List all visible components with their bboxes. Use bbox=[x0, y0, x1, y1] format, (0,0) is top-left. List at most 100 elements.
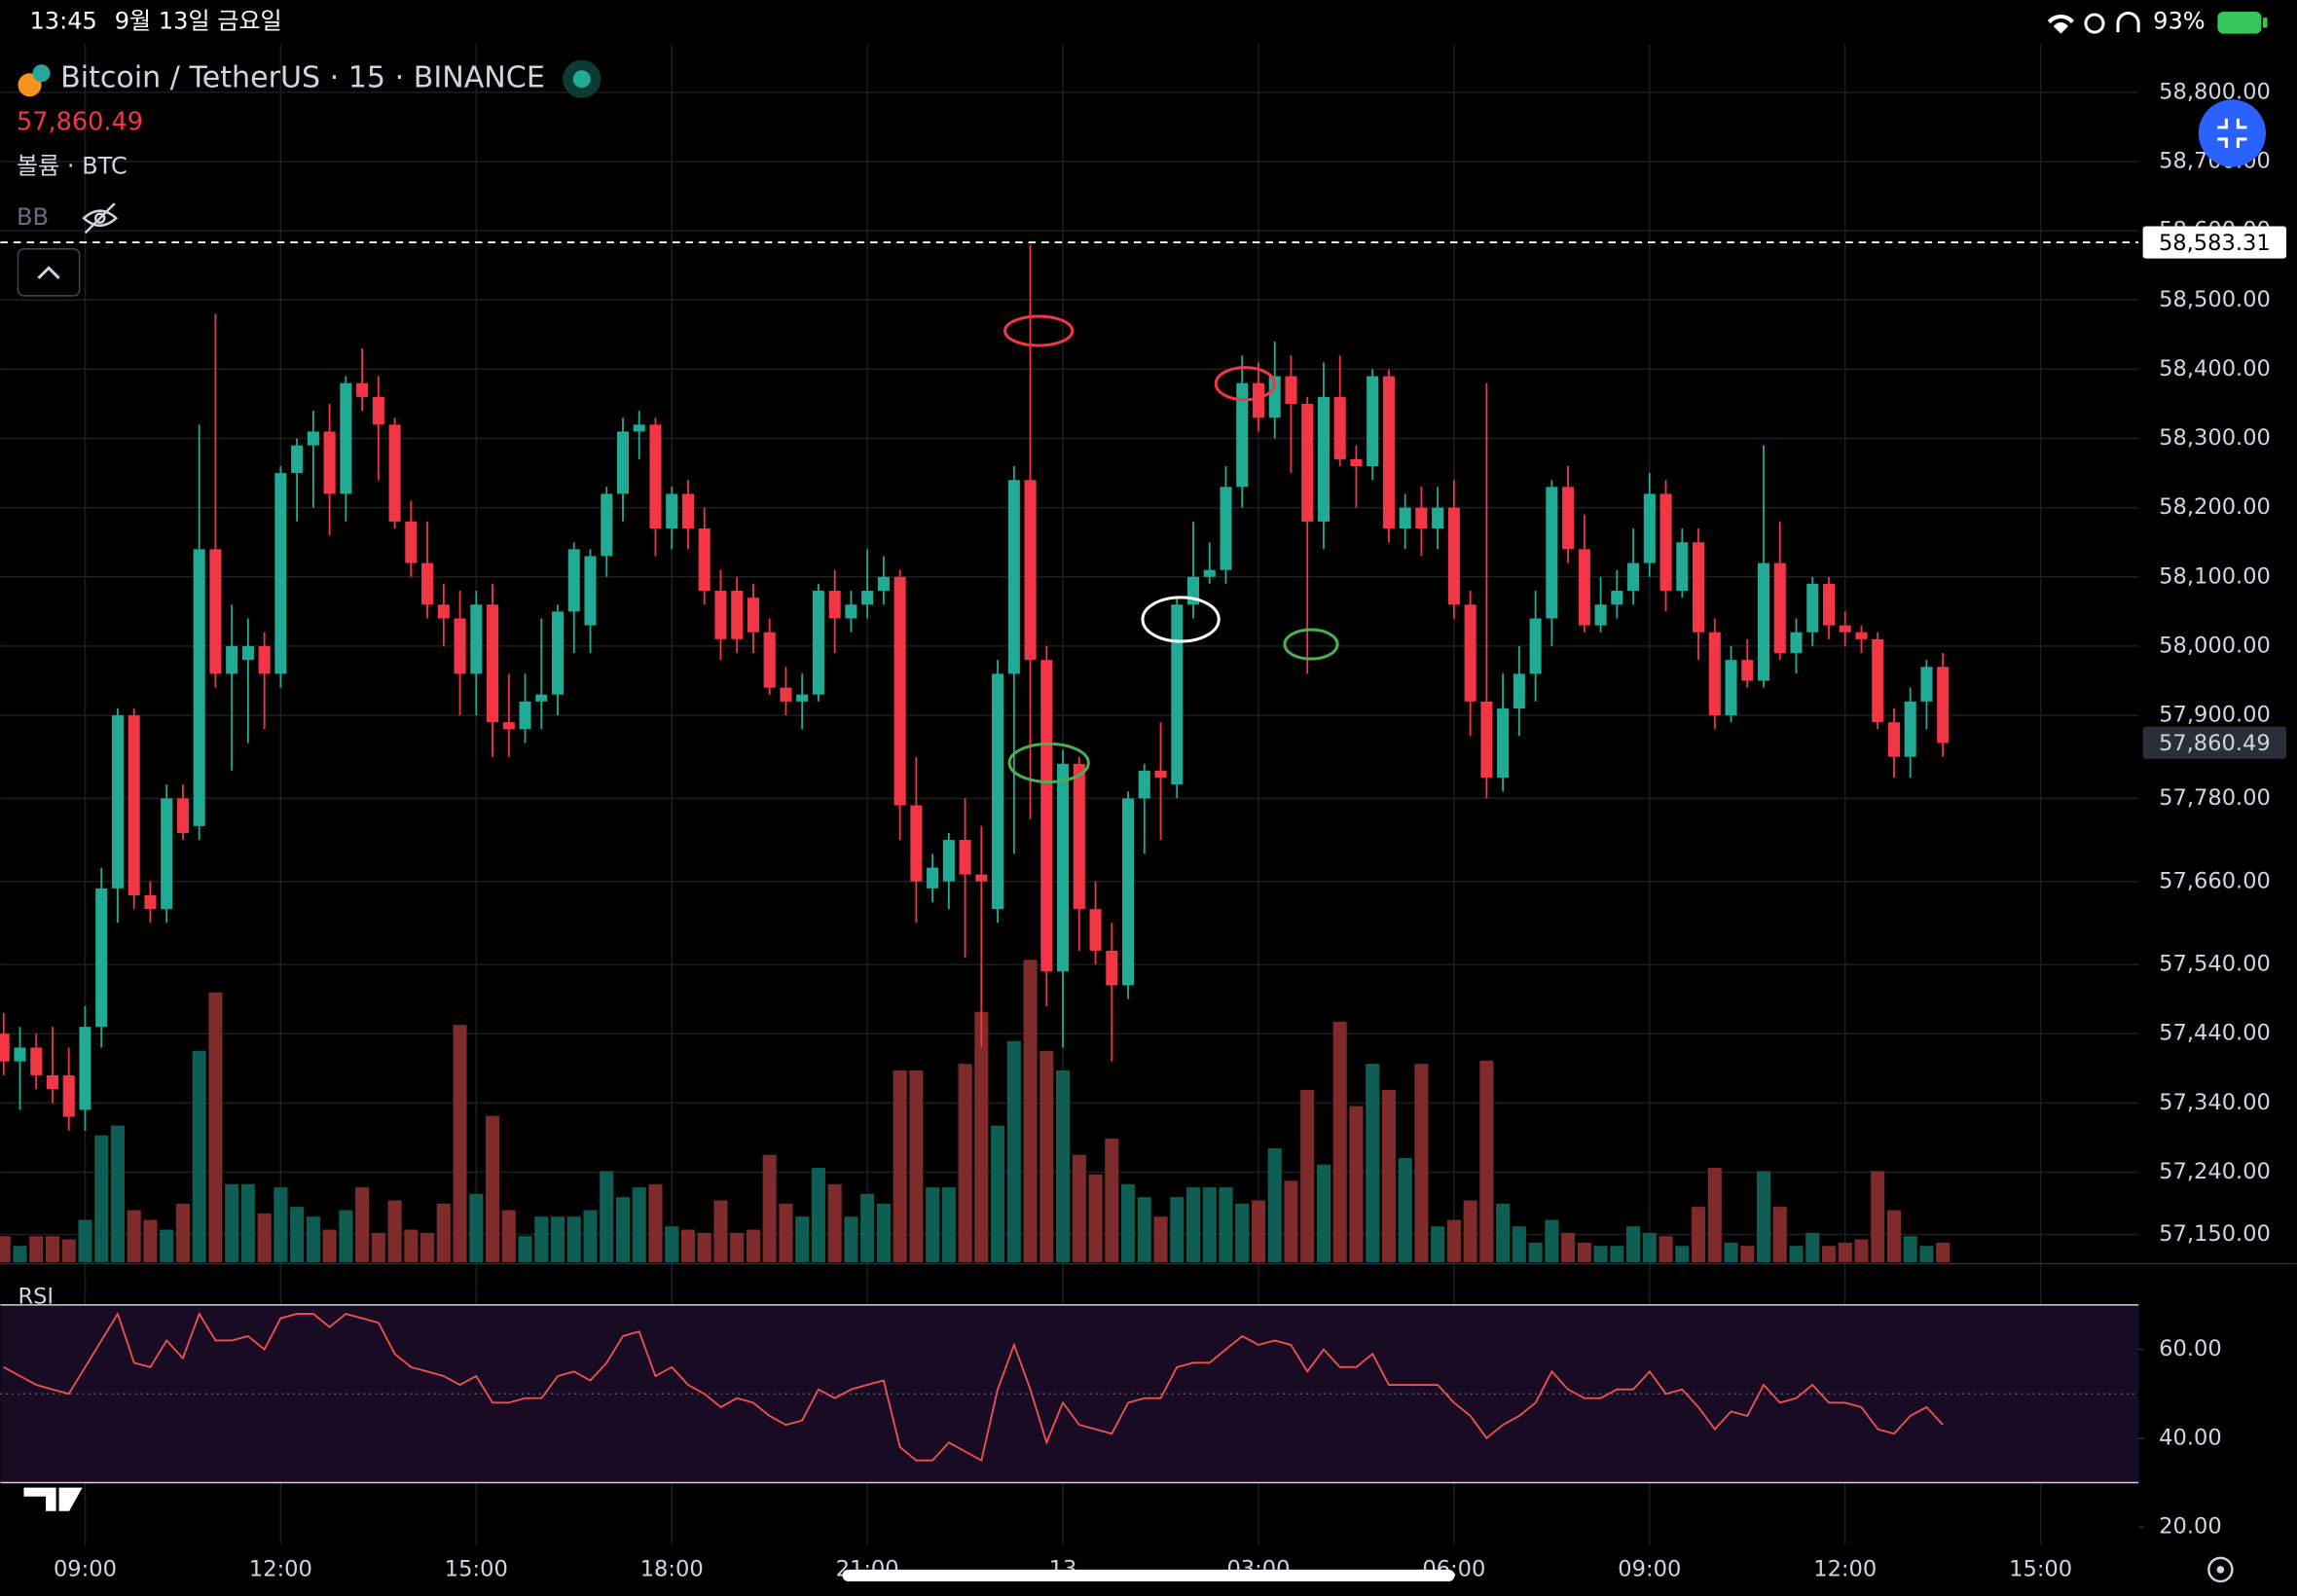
candle-body bbox=[323, 431, 336, 494]
volume-bar bbox=[566, 1216, 581, 1262]
battery-text: 93% bbox=[2153, 8, 2205, 35]
candle-body bbox=[30, 1047, 43, 1075]
candle-body bbox=[1057, 763, 1070, 972]
y-tick-label: 57,440.00 bbox=[2159, 1021, 2271, 1046]
candle-body bbox=[487, 604, 499, 723]
candle-body bbox=[747, 598, 759, 633]
volume-bar bbox=[192, 1050, 206, 1262]
y-tick-label: 57,660.00 bbox=[2159, 868, 2271, 893]
candle-body bbox=[649, 424, 662, 529]
candle-body bbox=[780, 687, 792, 702]
volume-bar bbox=[1267, 1148, 1282, 1262]
symbol-title: Bitcoin / TetherUS · 15 · BINANCE bbox=[60, 61, 545, 95]
status-dot bbox=[572, 70, 591, 89]
volume-bar bbox=[1756, 1171, 1771, 1262]
volume-bar bbox=[1105, 1139, 1119, 1262]
candle-body bbox=[340, 382, 352, 494]
volume-bar bbox=[1886, 1210, 1901, 1262]
fullscreen-exit-button[interactable] bbox=[2198, 99, 2266, 167]
volume-bar bbox=[1349, 1106, 1364, 1262]
candle-body bbox=[226, 645, 238, 674]
volume-bar bbox=[1496, 1203, 1511, 1262]
volume-bar bbox=[453, 1025, 467, 1262]
collapse-button[interactable] bbox=[17, 248, 81, 297]
candle-body bbox=[1480, 701, 1493, 779]
candle-body bbox=[1089, 909, 1102, 951]
volume-bar bbox=[1235, 1203, 1250, 1262]
candle-body bbox=[1285, 376, 1297, 404]
wifi-icon bbox=[2047, 14, 2074, 34]
volume-bar bbox=[534, 1216, 549, 1262]
candle-body bbox=[1171, 604, 1184, 785]
candle-body bbox=[1301, 403, 1314, 522]
volume-bar bbox=[713, 1200, 728, 1262]
candle-body bbox=[910, 805, 923, 882]
candle-body bbox=[1920, 667, 1933, 702]
last-price-label-bg bbox=[2142, 726, 2287, 759]
settings-icon[interactable] bbox=[2207, 1556, 2234, 1583]
x-tick-label: 12:00 bbox=[249, 1556, 312, 1581]
volume-bar bbox=[94, 1135, 109, 1262]
candle-body bbox=[46, 1074, 59, 1090]
candle-body bbox=[62, 1074, 75, 1117]
volume-bar bbox=[1675, 1246, 1690, 1262]
battery-icon bbox=[2217, 12, 2262, 34]
rsi-tick-label: 40.00 bbox=[2159, 1425, 2222, 1450]
volume-bar bbox=[680, 1229, 695, 1262]
candle-body bbox=[1676, 542, 1689, 592]
volume-bar bbox=[469, 1193, 484, 1262]
volume-bar bbox=[404, 1229, 419, 1262]
volume-bar bbox=[45, 1236, 60, 1262]
price-line-label-bg bbox=[2142, 226, 2287, 259]
volume-bar bbox=[78, 1219, 92, 1262]
candle-body bbox=[1106, 950, 1118, 986]
tv-logo bbox=[23, 1487, 83, 1511]
hide-icon[interactable] bbox=[82, 202, 119, 235]
candle-body bbox=[601, 493, 613, 557]
status-icons bbox=[2047, 12, 2140, 34]
volume-bar bbox=[1936, 1242, 1951, 1262]
volume-bar bbox=[1854, 1239, 1869, 1262]
volume-bar bbox=[1805, 1232, 1820, 1262]
volume-bar bbox=[1740, 1246, 1755, 1262]
candle-body bbox=[454, 618, 466, 674]
volume-bar bbox=[1593, 1246, 1608, 1262]
candle-body bbox=[161, 798, 173, 910]
settings-icon-center bbox=[2216, 1566, 2225, 1574]
candle-body bbox=[14, 1047, 26, 1062]
volume-bar bbox=[306, 1216, 320, 1262]
volume-bar bbox=[1838, 1242, 1852, 1262]
x-tick-label: 12:00 bbox=[1813, 1556, 1877, 1581]
volume-bar bbox=[1561, 1232, 1576, 1262]
volume-bar bbox=[1023, 960, 1038, 1262]
status-date: 9월 13일 금요일 bbox=[115, 8, 282, 35]
annotation bbox=[1003, 314, 1075, 347]
candle-body bbox=[519, 701, 531, 730]
candle-body bbox=[942, 840, 955, 882]
candle-body bbox=[111, 715, 124, 889]
volume-bar bbox=[127, 1210, 141, 1262]
volume-bar bbox=[1137, 1197, 1151, 1262]
rsi-line bbox=[3, 1311, 1944, 1463]
volume-bar bbox=[501, 1210, 516, 1262]
candle-body bbox=[1236, 382, 1249, 488]
candle-body bbox=[1627, 562, 1640, 592]
candle-body bbox=[1252, 382, 1264, 418]
volume-bar bbox=[1300, 1089, 1315, 1262]
volume-bar bbox=[420, 1232, 435, 1262]
y-tick-label: 58,300.00 bbox=[2159, 425, 2271, 451]
candle-body bbox=[274, 473, 287, 674]
indicator-label: BB bbox=[17, 203, 49, 231]
annotation bbox=[1141, 596, 1221, 643]
volume-bar bbox=[355, 1187, 370, 1262]
candle-body bbox=[567, 549, 580, 612]
volume-bar bbox=[1316, 1164, 1331, 1262]
annotation bbox=[1007, 742, 1090, 783]
price-line-label: 58,583.31 bbox=[2159, 231, 2271, 256]
candle-body bbox=[1725, 660, 1737, 716]
candle-body bbox=[535, 694, 548, 702]
volume-bar bbox=[290, 1207, 305, 1262]
volume-bar bbox=[1251, 1200, 1266, 1262]
volume-bar bbox=[909, 1070, 924, 1262]
volume-bar bbox=[1789, 1246, 1804, 1262]
